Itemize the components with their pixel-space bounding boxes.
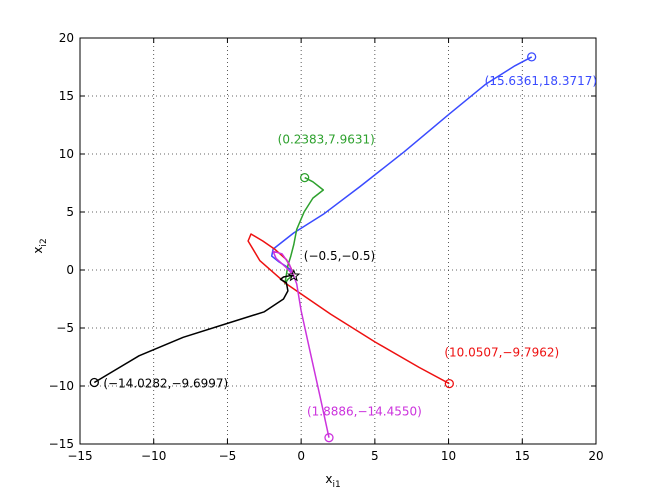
plot-frame: [79, 37, 597, 445]
x-tick-label: −10: [141, 449, 166, 463]
trajectory-line: [93, 275, 294, 384]
x-tick-label: 10: [441, 449, 456, 463]
x-tick-label: 15: [515, 449, 530, 463]
start-point-marker: [89, 377, 99, 388]
x-tick-label: 20: [588, 449, 603, 463]
y-tick-label: −10: [49, 379, 74, 393]
series-layer: [93, 56, 533, 438]
x-tick-label: −15: [67, 449, 92, 463]
start-point-label: (10.0507,−9.7962): [444, 346, 559, 360]
ticks-layer: −15 −10 −5 0 5 10 15 20 −15 −10 −5 0 5 10 15 20: [49, 31, 604, 463]
x-tick-label: −5: [219, 449, 237, 463]
y-tick-label: 5: [66, 205, 74, 219]
start-point-marker: [324, 433, 334, 443]
x-tick-label: 0: [297, 449, 305, 463]
markers-layer: [89, 52, 537, 443]
plot-area: [80, 38, 596, 444]
start-point-marker: [444, 378, 454, 389]
start-point-label: (1.8886,−14.4550): [307, 405, 422, 419]
y-axis-label: xi2: [31, 238, 49, 253]
y-tick-label: 20: [59, 31, 74, 45]
y-tick-label: 0: [66, 263, 74, 277]
equilibrium-star-marker: [287, 268, 301, 282]
annotations-layer: (15.6361,18.3717) (0.2383,7.9631) (10.0507…: [103, 74, 597, 419]
start-point-label: (−14.0282,−9.6997): [103, 377, 228, 391]
start-point-label: (0.2383,7.9631): [278, 133, 375, 147]
start-point-marker: [300, 172, 310, 183]
y-tick-label: −15: [49, 437, 74, 451]
equilibrium-label: (−0.5,−0.5): [304, 249, 375, 263]
y-tick-label: −5: [56, 321, 74, 335]
start-point-label: (15.6361,18.3717): [485, 74, 597, 88]
y-tick-label: 15: [59, 89, 74, 103]
trajectory-line: [272, 250, 330, 438]
x-axis-label: xi1: [325, 472, 340, 490]
x-tick-label: 5: [371, 449, 379, 463]
trajectory-line: [284, 176, 325, 285]
start-point-marker: [527, 52, 537, 62]
y-tick-label: 10: [59, 147, 74, 161]
